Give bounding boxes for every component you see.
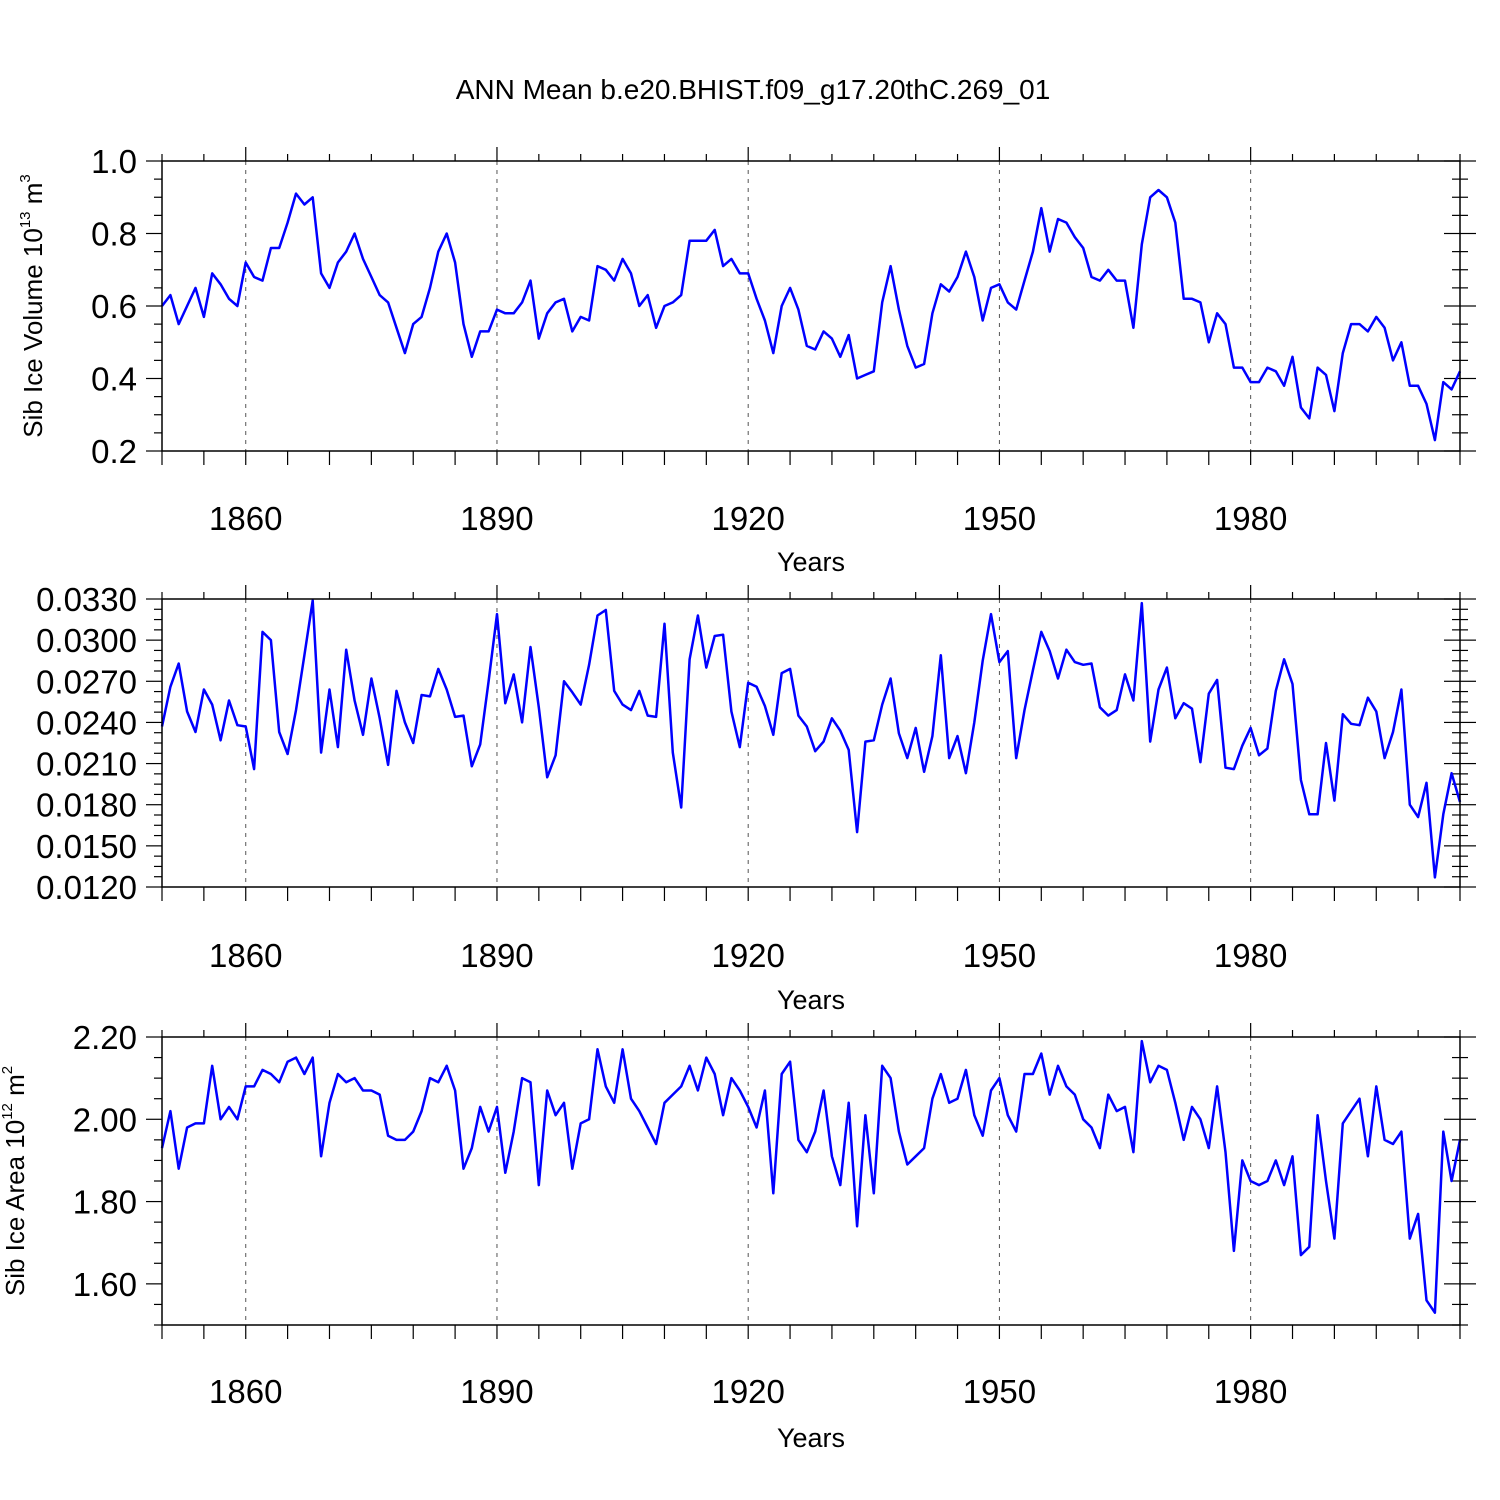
y-tick-label: 0.6 [91,288,137,325]
y-tick-label: 0.0180 [36,787,137,824]
chart-title: ANN Mean b.e20.BHIST.f09_g17.20thC.269_0… [456,74,1051,105]
x-tick-label: 1950 [963,500,1036,537]
series-line [160,599,1462,879]
plot-frame [161,1036,1461,1326]
y-tick-label: 0.0240 [36,704,137,741]
y-tick-label: 0.0120 [36,869,137,906]
x-tick-label: 1860 [209,500,282,537]
y-tick-label: 2.00 [73,1101,137,1138]
panel-1: 0.2 0.4 0.6 0.8 1.0 1860 1890 1920 1950 1980 Years… [17,143,1476,577]
y-tick-label: 0.8 [91,216,137,253]
x-axis-label: Years [777,547,845,577]
x-tick-label: 1980 [1214,1373,1287,1410]
x-tick-label: 1860 [209,937,282,974]
x-tick-label: 1920 [711,1373,784,1410]
x-tick-label: 1920 [711,500,784,537]
y-tick-label: 1.0 [91,143,137,180]
y-axis-label: Sib Ice Area 1012 m2 [0,1066,30,1296]
y-tick-label: 2.20 [73,1019,137,1056]
x-tick-label: 1980 [1214,500,1287,537]
series-line [161,188,1462,442]
x-tick-label: 1890 [460,500,533,537]
x-axis-label: Years [777,1423,845,1453]
y-tick-label: 1.80 [73,1184,137,1221]
x-tick-label: 1980 [1214,937,1287,974]
series-line [160,1039,1462,1314]
plot-frame [161,160,1461,452]
plot-frame [161,598,1461,888]
y-tick-label: 0.0300 [36,622,137,659]
x-axis-label: Years [777,985,845,1015]
x-tick-label: 1890 [460,1373,533,1410]
panel-2: 0.0120 0.0150 0.0180 0.0210 0.0240 0.0270 0.03… [36,581,1476,1015]
y-axis-label: Sib Ice Volume 1013 m3 [17,174,48,438]
y-tick-label: 0.4 [91,361,137,398]
x-tick-label: 1950 [963,1373,1036,1410]
x-tick-label: 1860 [209,1373,282,1410]
y-tick-label: 0.0210 [36,746,137,783]
panel-3: 1.60 1.80 2.00 2.20 1860 1890 1920 1950 1980 Year… [0,1019,1476,1453]
x-tick-label: 1950 [963,937,1036,974]
x-tick-label: 1890 [460,937,533,974]
y-tick-label: 0.0330 [36,581,137,618]
y-tick-label: 1.60 [73,1266,137,1303]
x-tick-label: 1920 [711,937,784,974]
y-tick-label: 0.0150 [36,828,137,865]
y-tick-label: 0.2 [91,433,137,470]
y-tick-label: 0.0270 [36,663,137,700]
